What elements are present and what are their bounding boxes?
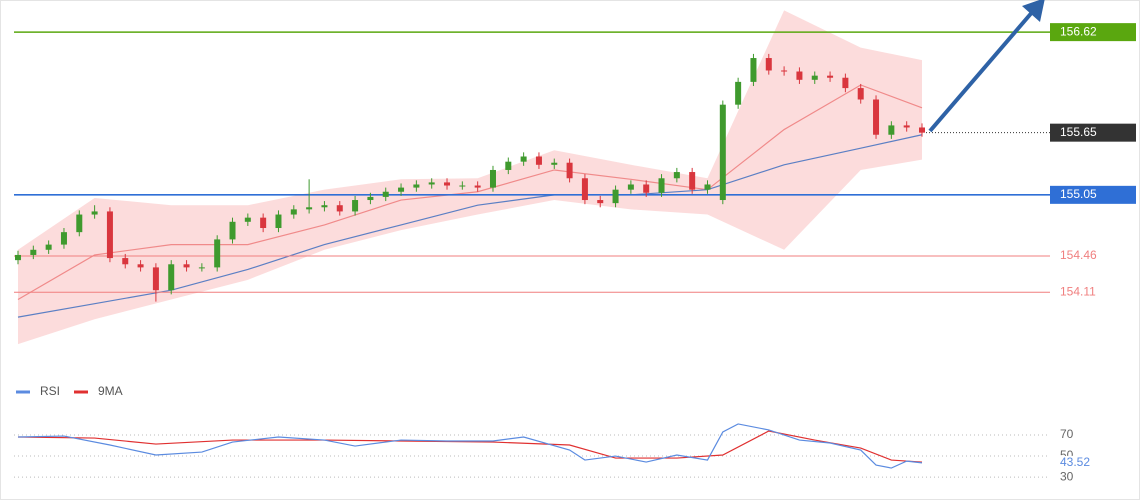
candle-body [827,75,834,78]
legend-label: RSI [40,384,60,398]
level-label: 154.11 [1060,284,1096,298]
arrow-head [1022,0,1045,22]
candle-body [520,156,527,162]
candle-body [152,267,159,291]
candle-body [106,211,113,259]
candle-body [168,264,175,291]
candle-body [260,217,267,229]
level-label: 155.05 [1060,187,1097,201]
candle-body [627,184,634,190]
candle-body [505,161,512,170]
candle-body [275,214,282,229]
bollinger-band [18,10,922,345]
indicator-line [17,430,923,463]
y-tick-label: 30 [1060,469,1074,483]
candle-body [352,200,359,212]
candle-body [551,162,558,165]
level-box [1050,185,1136,204]
candle-body [244,217,251,222]
candle-body [183,264,190,268]
price-panel: 156.62 155.65 155.05 154.46 154.11 [14,10,1136,345]
candle-body [91,211,98,215]
candle-body [367,196,374,201]
candle-body [535,156,542,165]
candle-body [919,127,925,133]
candle-body [704,184,711,190]
level-label: 155.65 [1060,125,1097,139]
rsi-value-label: 43.52 [1060,455,1090,469]
candle-body [597,200,604,204]
candle-body [719,104,726,201]
candle-body [382,191,389,197]
candle-body [842,77,849,89]
candle-body [122,258,129,265]
candle-body [673,172,680,179]
candle-body [229,221,236,240]
candle-body [306,207,313,210]
candle-body [428,182,435,185]
candle-body [888,125,895,135]
candle-body [612,189,619,204]
candle-body [658,178,665,193]
candle-body [60,232,67,245]
candle-body [321,205,328,208]
candle-body [398,187,405,192]
candle-body [857,88,864,100]
candle-body [214,239,221,268]
candle-body [689,172,696,190]
candle-body [873,99,880,135]
candle-body [489,169,496,188]
y-tick-label: 70 [1060,427,1074,441]
candle-body [15,254,21,261]
candle-body [444,182,451,186]
candle-body [750,58,757,82]
candle-body [30,249,37,255]
candle-body [796,71,803,80]
candle-body [290,209,297,215]
candle-body [45,244,52,250]
level-box [1050,23,1136,42]
candle-body [581,178,588,201]
candle-body [459,185,466,187]
candle-body [781,70,788,72]
level-label: 154.46 [1060,248,1097,262]
level-box [1050,123,1136,142]
indicator-line [17,423,923,469]
level-label: 156.62 [1060,24,1097,38]
candle-body [474,185,481,188]
candle-body [198,267,205,269]
candle-body [903,125,910,128]
candle-body [137,264,144,268]
candle-body [336,205,343,212]
candle-body [643,184,650,193]
candle-body [566,162,573,179]
candle-body [811,75,818,80]
trend-arrow [928,8,1036,133]
candle-body [76,214,83,233]
candle-body [735,81,742,105]
legend-label: 9MA [98,384,123,398]
value-label-bg [1056,455,1096,470]
candle-body [765,58,772,71]
candle-body [413,184,420,188]
